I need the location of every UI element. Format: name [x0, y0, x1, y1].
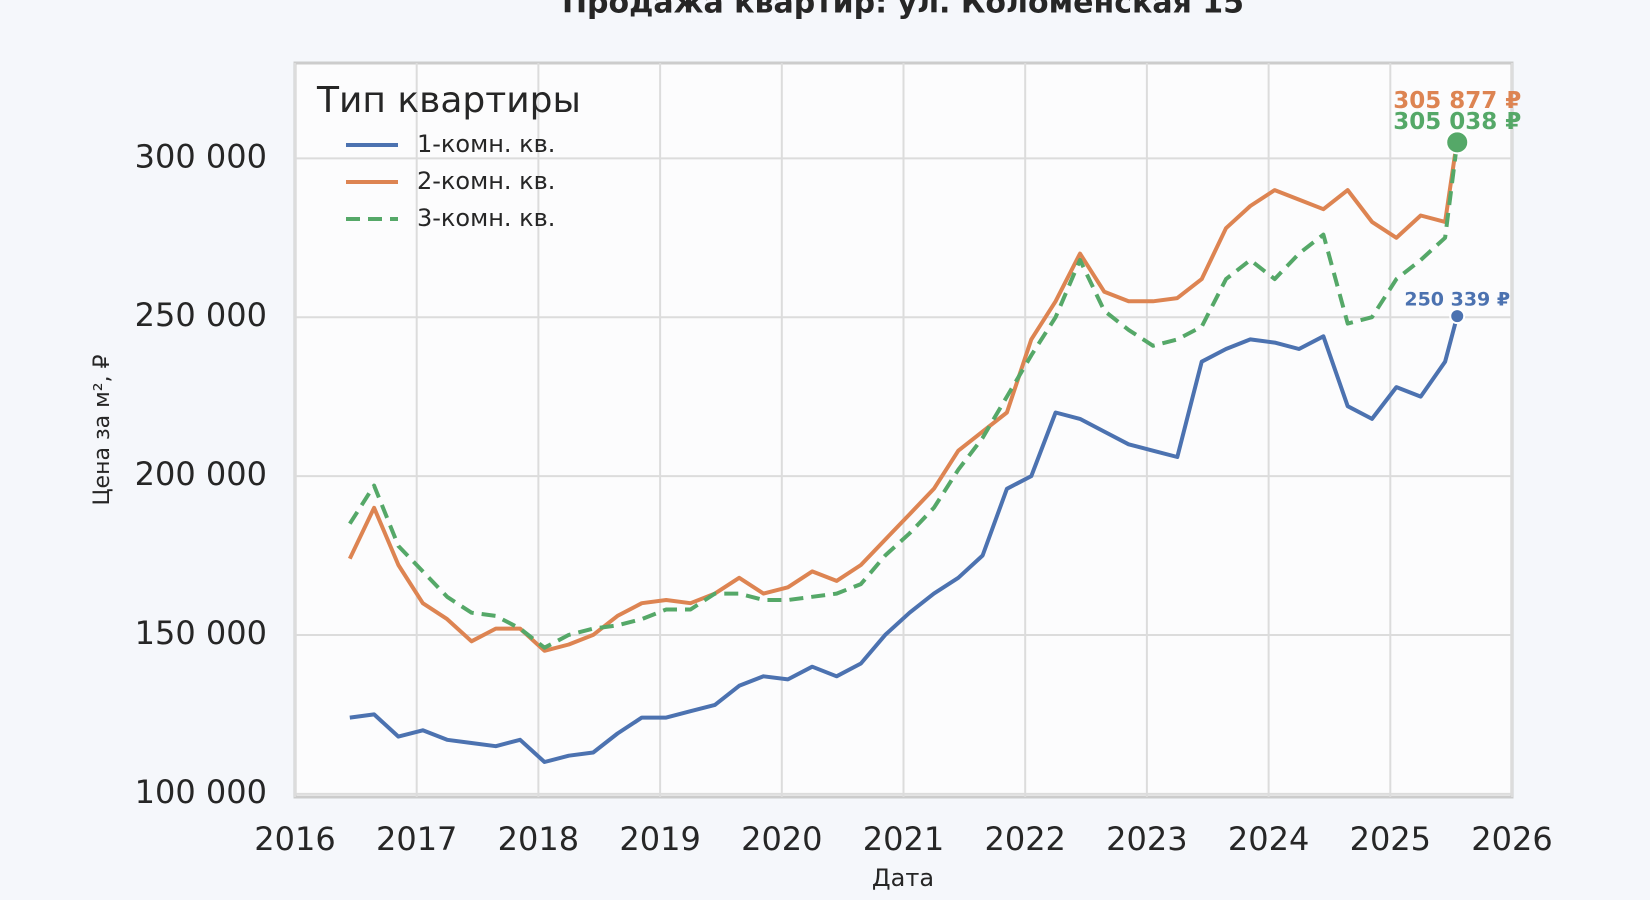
x-tick-label: 2016 — [254, 820, 335, 858]
x-tick-label: 2026 — [1471, 820, 1552, 858]
end-marker — [1449, 308, 1466, 325]
y-tick-label: 200 000 — [135, 455, 267, 493]
y-tick-label: 250 000 — [135, 296, 267, 334]
legend-label: 3-комн. кв. — [417, 204, 555, 232]
legend-label: 2-комн. кв. — [417, 167, 555, 195]
x-tick-label: 2019 — [619, 820, 700, 858]
y-tick-label: 300 000 — [135, 137, 267, 175]
y-tick-label: 150 000 — [135, 614, 267, 652]
legend-title: Тип квартиры — [316, 80, 581, 121]
x-tick-label: 2020 — [741, 820, 822, 858]
x-tick-label: 2018 — [498, 820, 579, 858]
x-axis-label: Дата — [872, 864, 934, 892]
x-tick-label: 2022 — [984, 820, 1065, 858]
y-axis-label: Цена за м², ₽ — [90, 354, 115, 505]
x-tick-label: 2021 — [863, 820, 944, 858]
x-tick-label: 2024 — [1228, 820, 1309, 858]
legend-label: 1-комн. кв. — [417, 130, 555, 158]
series-line — [349, 315, 1460, 764]
end-marker — [1445, 130, 1470, 155]
x-tick-label: 2017 — [376, 820, 457, 858]
x-tick-label: 2023 — [1106, 820, 1187, 858]
annotation: 250 339 ₽ — [1404, 289, 1510, 311]
series-line — [348, 142, 1460, 650]
chart-title: Продажа квартир: ул. Коломенская 15 — [562, 0, 1244, 21]
y-tick-label: 100 000 — [135, 773, 267, 811]
x-tick-label: 2025 — [1350, 820, 1431, 858]
annotation: 305 877 ₽ — [1393, 88, 1521, 114]
annotation: 305 038 ₽ — [1393, 109, 1521, 135]
series-line — [347, 139, 1460, 653]
